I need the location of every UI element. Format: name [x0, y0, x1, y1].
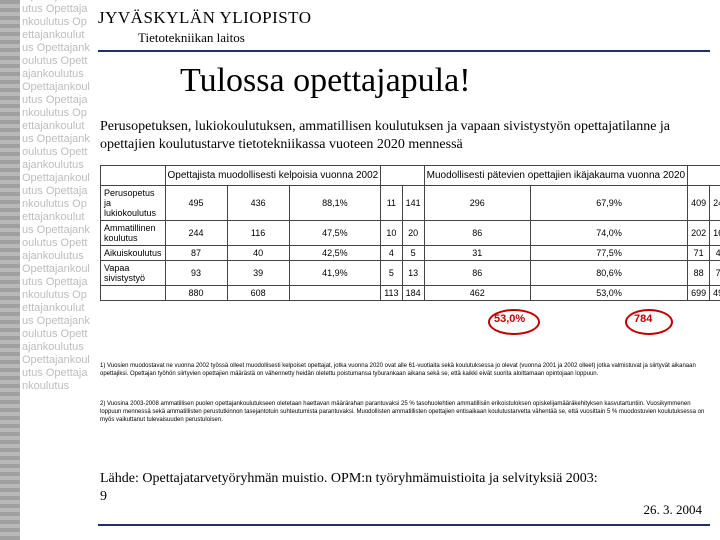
table-cell: 244 — [165, 221, 227, 246]
table-cell: 10 — [381, 221, 402, 246]
table-group-header-row: Opettajista muodollisesti kelpoisia vuon… — [101, 166, 720, 186]
table-cell: 31 — [424, 246, 530, 261]
table-cell: 42,5% — [289, 246, 381, 261]
table-cell: 184 — [402, 286, 424, 301]
group-hdr-4 — [688, 166, 720, 186]
table-cell — [289, 286, 381, 301]
table-cell: 93 — [165, 261, 227, 286]
table-cell: 5 — [402, 246, 424, 261]
table-row: Ammatillinen koulutus24411647,5%10208674… — [101, 221, 720, 246]
table-cell: 46 — [710, 246, 720, 261]
page-title: Tulossa opettajapula! — [180, 62, 471, 100]
table-cell: 67,9% — [531, 186, 688, 221]
table-cell: 699 — [688, 286, 710, 301]
table-cell: 13 — [402, 261, 424, 286]
table-cell: 202 — [688, 221, 710, 246]
table-row: Aikuiskoulutus874042,5%453177,5%71465336 — [101, 246, 720, 261]
row-label: Ammatillinen koulutus — [101, 221, 166, 246]
table-cell: 5 — [381, 261, 402, 286]
table-cell: 116 — [227, 221, 289, 246]
table-cell: 77,5% — [531, 246, 688, 261]
table-cell: 53,0% — [531, 286, 688, 301]
table-cell: 87 — [165, 246, 227, 261]
table-cell: 113 — [381, 286, 402, 301]
data-table: Opettajista muodollisesti kelpoisia vuon… — [100, 165, 720, 301]
table-cell: 608 — [227, 286, 289, 301]
highlight-val: 784 — [634, 313, 652, 325]
row-label: Vapaa sivistystyö — [101, 261, 166, 286]
group-hdr-2 — [381, 166, 424, 186]
table-cell: 880 — [165, 286, 227, 301]
table-cell: 462 — [424, 286, 530, 301]
table-cell: 86 — [424, 221, 530, 246]
sidebar-stripe — [0, 0, 20, 540]
table-cell: 436 — [227, 186, 289, 221]
table-cell: 40 — [227, 246, 289, 261]
table-cell: 20 — [402, 221, 424, 246]
table-cell: 141 — [402, 186, 424, 221]
table-cell: 164 — [710, 221, 720, 246]
table-cell: 41,9% — [289, 261, 381, 286]
table-row: Vapaa sivistystyö933941,9%5138680,6%8870… — [101, 261, 720, 286]
table-cell: 88 — [688, 261, 710, 286]
table-cell: 491 — [710, 286, 720, 301]
header: JYVÄSKYLÄN YLIOPISTO Tietotekniikan lait… — [98, 8, 710, 52]
group-hdr-0 — [101, 166, 166, 186]
group-hdr-1: Opettajista muodollisesti kelpoisia vuon… — [165, 166, 381, 186]
table-cell: 11 — [381, 186, 402, 221]
data-table-wrap: Opettajista muodollisesti kelpoisia vuon… — [100, 165, 706, 301]
department-name: Tietotekniikan laitos — [138, 30, 710, 46]
footnote-1: 1) Vuosien muodostavat ne vuonna 2002 ty… — [100, 362, 706, 378]
table-cell: 39 — [227, 261, 289, 286]
row-label: Perusopetus ja lukiokoulutus — [101, 186, 166, 221]
table-cell: 88,1% — [289, 186, 381, 221]
table-cell: 495 — [165, 186, 227, 221]
table-row: Perusopetus ja lukiokoulutus49543688,1%1… — [101, 186, 720, 221]
table-cell: 70 — [710, 261, 720, 286]
footnote-2: 2) Vuosina 2003-2008 ammatillisen puolen… — [100, 400, 706, 424]
sidebar-decoration: Opettajankoulutus Opettajankoulutus Opet… — [0, 0, 90, 540]
university-name: JYVÄSKYLÄN YLIOPISTO — [98, 8, 710, 28]
bottom-rule — [98, 524, 710, 526]
table-cell: 245 — [710, 186, 720, 221]
highlight-pct: 53,0% — [494, 313, 525, 325]
table-cell: 71 — [688, 246, 710, 261]
intro-text: Perusopetuksen, lukiokoulutuksen, ammati… — [100, 118, 706, 154]
sidebar-watermark: Opettajankoulutus Opettajankoulutus Opet… — [22, 0, 90, 540]
table-cell: 409 — [688, 186, 710, 221]
date-text: 26. 3. 2004 — [644, 502, 703, 518]
row-label: Aikuiskoulutus — [101, 246, 166, 261]
group-hdr-3: Muodollisesti pätevien opettajien ikäjak… — [424, 166, 688, 186]
table-cell: 80,6% — [531, 261, 688, 286]
table-cell: 74,0% — [531, 221, 688, 246]
source-text: Lähde: Opettajatarvetyöryhmän muistio. O… — [100, 470, 600, 506]
table-cell: 296 — [424, 186, 530, 221]
table-row: 88060811318446253,0%699491784534 — [101, 286, 720, 301]
row-label — [101, 286, 166, 301]
table-cell: 4 — [381, 246, 402, 261]
table-cell: 47,5% — [289, 221, 381, 246]
table-cell: 86 — [424, 261, 530, 286]
